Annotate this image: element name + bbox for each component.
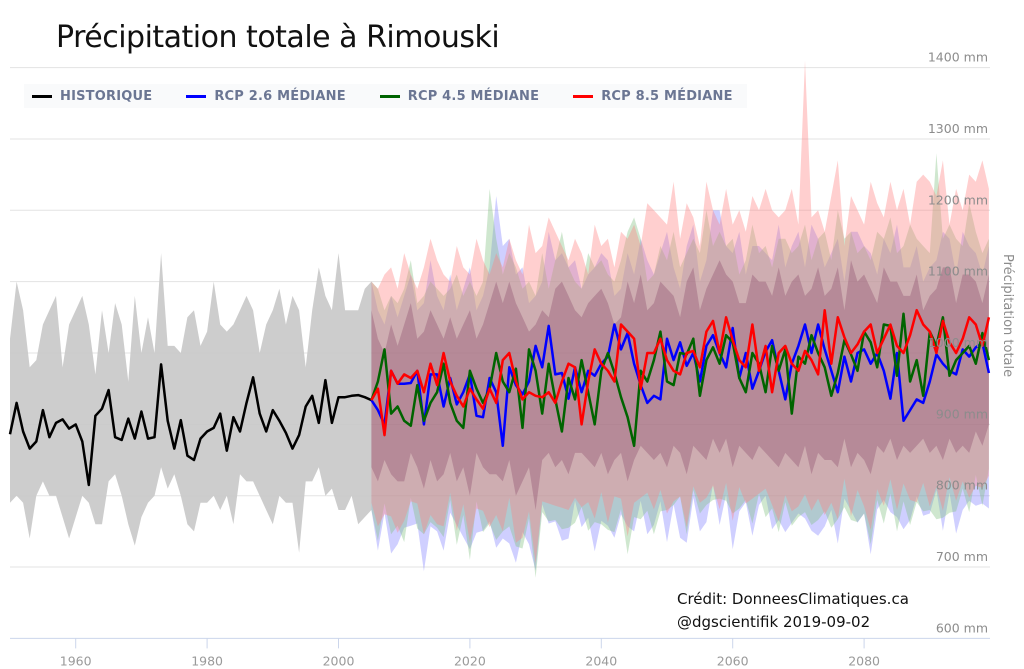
x-tick-label: 2000 (323, 653, 355, 668)
y-axis-label: Précipitation totale (1000, 254, 1015, 378)
x-tick-label: 2020 (454, 653, 486, 668)
line-rcp45 (370, 312, 991, 448)
legend-item-rcp45[interactable]: RCP 4.5 MÉDIANE (379, 88, 540, 104)
y-tick-label: 700 mm (936, 549, 988, 564)
line-historique (8, 363, 372, 487)
line-rcp26 (370, 323, 991, 448)
author-date-line: @dgscientifik 2019-09-02 (677, 613, 871, 631)
band-rcp45 (371, 153, 989, 578)
legend-swatch-rcp45 (379, 94, 400, 98)
legend-label: RCP 4.5 MÉDIANE (407, 88, 540, 104)
legend-item-rcp85[interactable]: RCP 8.5 MÉDIANE (573, 89, 732, 104)
y-tick-label: 1400 mm (928, 50, 988, 65)
x-axis: 1960 1980 2000 2020 2040 2060 2080 (10, 637, 990, 668)
band-rcp85 (371, 60, 989, 564)
line-rcp85 (370, 308, 991, 437)
y-tick-label: 1300 mm (928, 121, 988, 136)
y-tick-label: 600 mm (936, 620, 988, 635)
x-tick-label: 1980 (191, 653, 223, 668)
x-tick-label: 2040 (585, 653, 617, 668)
credit-annotation: Crédit: DonneesClimatiques.ca @dgscienti… (677, 588, 909, 634)
y-tick-label: 1100 mm (928, 264, 988, 279)
chart-title: Précipitation totale à Rimouski (56, 20, 500, 55)
band-historique (10, 253, 372, 553)
x-tick-label: 2080 (848, 653, 880, 668)
legend-swatch-rcp26 (186, 94, 207, 98)
legend-swatch-rcp85 (573, 94, 594, 98)
x-tick-label: 2060 (717, 653, 749, 668)
band-overlap (371, 260, 989, 510)
bands (10, 60, 989, 578)
legend: HISTORIQUE RCP 2.6 MÉDIANE RCP 4.5 MÉDIA… (24, 84, 747, 108)
legend-label: RCP 2.6 MÉDIANE (214, 88, 346, 104)
y-tick-label: 800 mm (936, 478, 988, 493)
legend-swatch-historique (32, 94, 52, 98)
y-tick-label: 1000 mm (928, 335, 988, 350)
y-tick-label: 1200 mm (928, 192, 988, 207)
band-rcp26 (371, 196, 989, 572)
legend-item-historique[interactable]: HISTORIQUE (32, 89, 152, 104)
legend-item-rcp26[interactable]: RCP 2.6 MÉDIANE (186, 88, 346, 104)
x-tick-label: 1960 (60, 653, 92, 668)
legend-label: RCP 8.5 MÉDIANE (601, 88, 733, 104)
y-axis-ticks: 600 mm 700 mm 800 mm 900 mm 1000 mm 1100 mm 12… (928, 50, 988, 636)
y-tick-label: 900 mm (936, 406, 988, 421)
legend-label: HISTORIQUE (60, 88, 153, 104)
median-lines (8, 308, 991, 487)
credit-line: Crédit: DonneesClimatiques.ca (677, 590, 909, 608)
